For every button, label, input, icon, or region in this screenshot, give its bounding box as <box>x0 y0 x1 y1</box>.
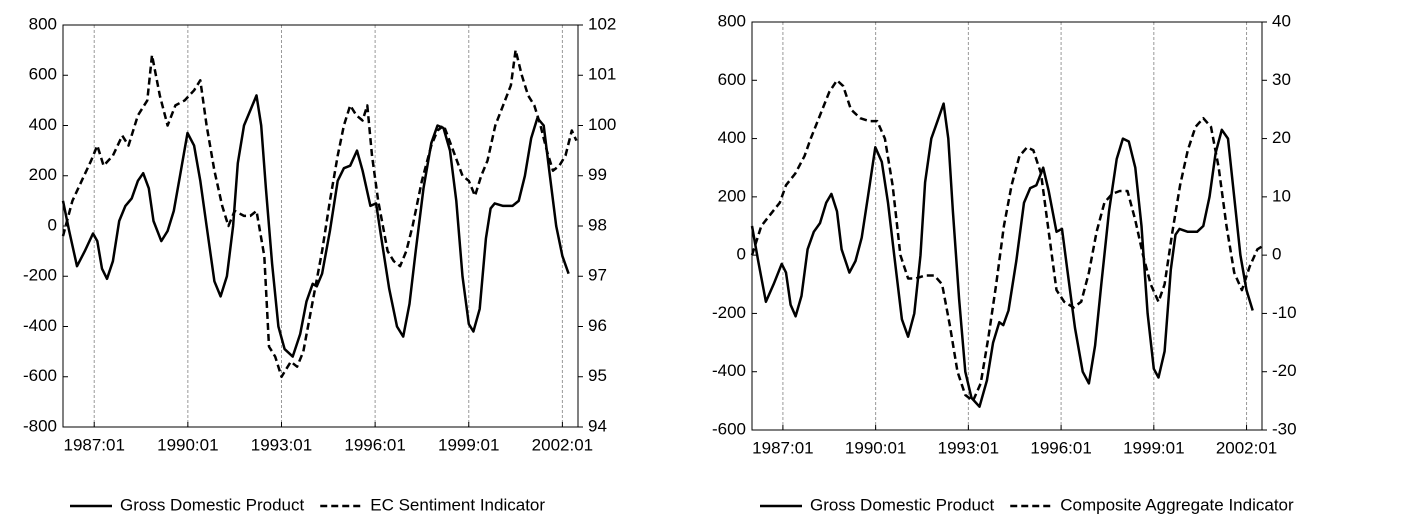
y-tick-label: 200 <box>718 186 746 205</box>
x-tick-label: 1990:01 <box>157 435 218 454</box>
y2-tick-label: 95 <box>588 366 607 385</box>
y-tick-label: 400 <box>29 115 57 134</box>
legend-label: EC Sentiment Indicator <box>370 495 545 514</box>
legend-label: Gross Domestic Product <box>120 495 304 514</box>
y2-tick-label: 100 <box>588 115 616 134</box>
y2-tick-label: 40 <box>1272 11 1291 30</box>
y2-tick-label: -10 <box>1272 303 1297 322</box>
y2-tick-label: 102 <box>588 14 616 33</box>
y-tick-label: 0 <box>48 215 57 234</box>
y2-tick-label: 20 <box>1272 128 1291 147</box>
y2-tick-label: 94 <box>588 416 607 435</box>
x-tick-label: 1999:01 <box>1123 438 1184 457</box>
series-line <box>750 79 1263 403</box>
y-tick-label: -200 <box>23 266 57 285</box>
legend-label: Composite Aggregate Indicator <box>1060 495 1294 514</box>
y-tick-label: 0 <box>737 245 746 264</box>
legend-label: Gross Domestic Product <box>810 495 994 514</box>
y-tick-label: 600 <box>29 65 57 84</box>
y-tick-label: 400 <box>718 128 746 147</box>
x-tick-label: 1987:01 <box>63 435 124 454</box>
y2-tick-label: 0 <box>1272 245 1281 264</box>
plot-frame <box>62 24 579 428</box>
x-tick-label: 2002:01 <box>1216 438 1277 457</box>
series-line <box>61 94 570 358</box>
y2-tick-label: 101 <box>588 65 616 84</box>
x-tick-label: 2002:01 <box>532 435 593 454</box>
y-tick-label: 800 <box>29 14 57 33</box>
y-tick-label: -400 <box>712 361 746 380</box>
series-line <box>61 48 578 379</box>
y-tick-label: -600 <box>712 419 746 438</box>
x-tick-label: 1993:01 <box>251 435 312 454</box>
y-tick-label: 600 <box>718 70 746 89</box>
y2-tick-label: 98 <box>588 215 607 234</box>
y2-tick-label: 97 <box>588 266 607 285</box>
y2-tick-label: -20 <box>1272 361 1297 380</box>
y2-tick-label: 30 <box>1272 70 1291 89</box>
x-tick-label: 1990:01 <box>845 438 906 457</box>
y-tick-label: -800 <box>23 416 57 435</box>
x-tick-label: 1993:01 <box>938 438 999 457</box>
x-tick-label: 1996:01 <box>1030 438 1091 457</box>
y-tick-label: 200 <box>29 165 57 184</box>
plot-frame <box>751 21 1263 431</box>
y2-tick-label: -30 <box>1272 419 1297 438</box>
series-line <box>750 102 1254 408</box>
y2-tick-label: 10 <box>1272 186 1291 205</box>
y-tick-label: -200 <box>712 303 746 322</box>
y-tick-label: 800 <box>718 11 746 30</box>
y2-tick-label: 96 <box>588 316 607 335</box>
x-tick-label: 1999:01 <box>438 435 499 454</box>
y-tick-label: -400 <box>23 316 57 335</box>
x-tick-label: 1987:01 <box>752 438 813 457</box>
y2-tick-label: 99 <box>588 165 607 184</box>
y-tick-label: -600 <box>23 366 57 385</box>
x-tick-label: 1996:01 <box>344 435 405 454</box>
